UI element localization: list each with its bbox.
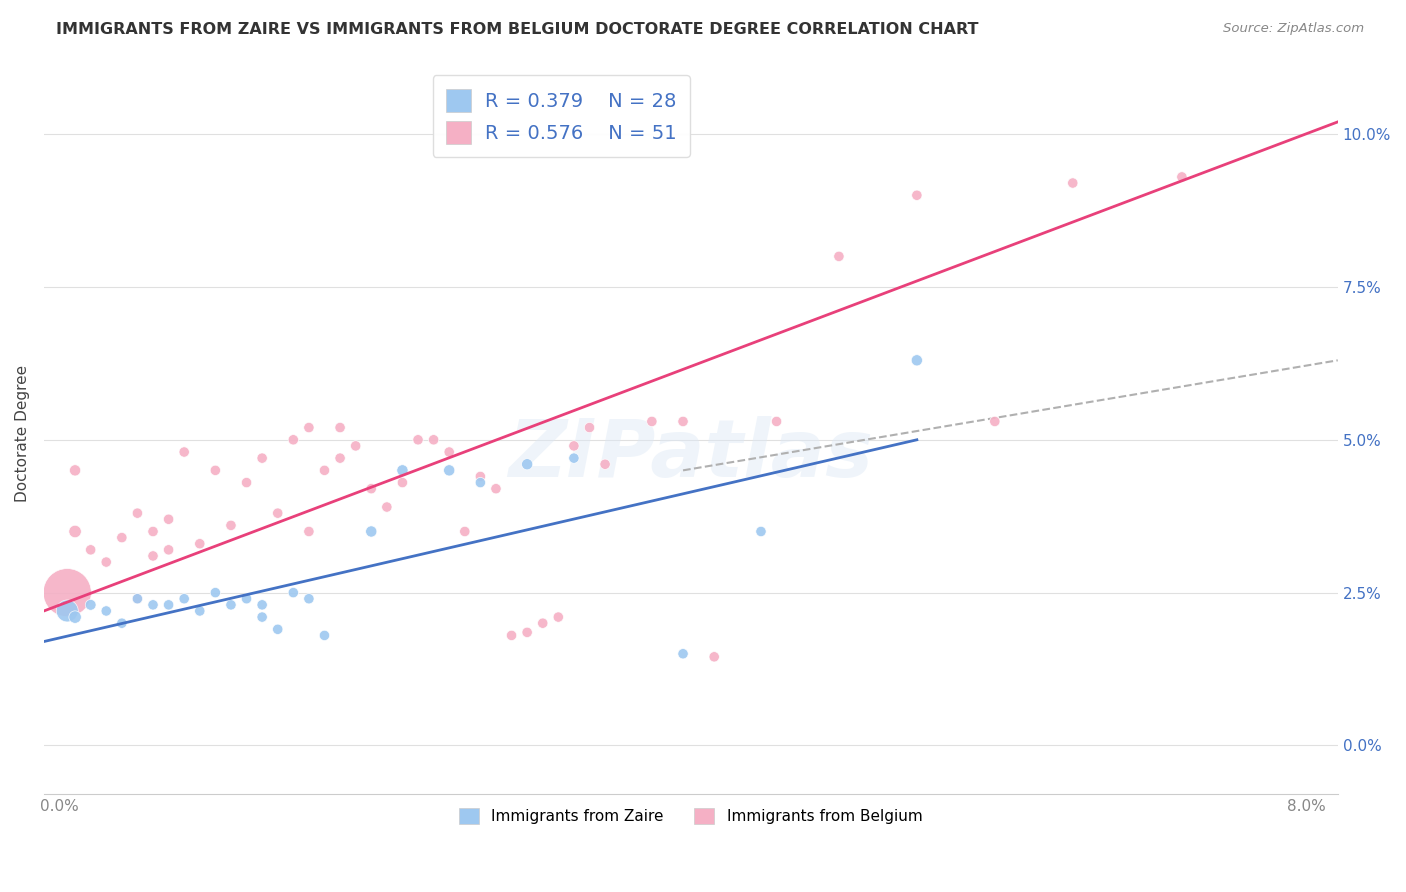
Point — [516, 457, 538, 471]
Point — [283, 585, 305, 599]
Point — [63, 610, 86, 624]
Point — [219, 518, 242, 533]
Text: ZIPatlas: ZIPatlas — [509, 417, 873, 494]
Point — [56, 585, 79, 599]
Point — [157, 542, 180, 557]
Point — [235, 475, 257, 490]
Point — [531, 616, 554, 631]
Point — [79, 542, 101, 557]
Point — [454, 524, 477, 539]
Point — [219, 598, 242, 612]
Point — [437, 445, 460, 459]
Point — [547, 610, 569, 624]
Point — [703, 649, 725, 664]
Point — [314, 463, 336, 477]
Point — [79, 598, 101, 612]
Y-axis label: Doctorate Degree: Doctorate Degree — [15, 365, 30, 502]
Point — [501, 628, 523, 642]
Point — [360, 482, 382, 496]
Point — [235, 591, 257, 606]
Point — [142, 598, 165, 612]
Point — [375, 500, 398, 514]
Point — [562, 439, 585, 453]
Point — [298, 420, 321, 434]
Point — [344, 439, 367, 453]
Point — [267, 506, 290, 520]
Point — [204, 463, 226, 477]
Legend: Immigrants from Zaire, Immigrants from Belgium: Immigrants from Zaire, Immigrants from B… — [453, 802, 928, 830]
Point — [360, 524, 382, 539]
Point — [314, 628, 336, 642]
Point — [593, 457, 616, 471]
Point — [188, 604, 211, 618]
Point — [298, 591, 321, 606]
Point — [516, 625, 538, 640]
Point — [111, 616, 134, 631]
Point — [578, 420, 600, 434]
Point — [470, 475, 492, 490]
Point — [173, 445, 195, 459]
Point — [142, 524, 165, 539]
Point — [283, 433, 305, 447]
Point — [765, 414, 787, 428]
Point — [96, 604, 118, 618]
Point — [905, 188, 928, 202]
Point — [905, 353, 928, 368]
Point — [250, 598, 273, 612]
Point — [672, 647, 695, 661]
Point — [984, 414, 1007, 428]
Text: IMMIGRANTS FROM ZAIRE VS IMMIGRANTS FROM BELGIUM DOCTORATE DEGREE CORRELATION CH: IMMIGRANTS FROM ZAIRE VS IMMIGRANTS FROM… — [56, 22, 979, 37]
Point — [641, 414, 664, 428]
Point — [562, 451, 585, 466]
Point — [63, 463, 86, 477]
Point — [828, 249, 851, 263]
Point — [437, 463, 460, 477]
Point — [188, 537, 211, 551]
Point — [204, 585, 226, 599]
Point — [157, 598, 180, 612]
Point — [422, 433, 444, 447]
Point — [391, 475, 413, 490]
Point — [672, 414, 695, 428]
Point — [391, 463, 413, 477]
Text: Source: ZipAtlas.com: Source: ZipAtlas.com — [1223, 22, 1364, 36]
Point — [63, 524, 86, 539]
Point — [470, 469, 492, 483]
Point — [267, 622, 290, 636]
Point — [111, 531, 134, 545]
Point — [157, 512, 180, 526]
Point — [127, 591, 149, 606]
Point — [127, 506, 149, 520]
Point — [485, 482, 508, 496]
Point — [96, 555, 118, 569]
Point — [56, 604, 79, 618]
Point — [329, 451, 352, 466]
Point — [329, 420, 352, 434]
Point — [1171, 169, 1194, 184]
Point — [127, 591, 149, 606]
Point — [250, 610, 273, 624]
Point — [406, 433, 429, 447]
Point — [142, 549, 165, 563]
Point — [250, 451, 273, 466]
Point — [749, 524, 772, 539]
Point — [173, 591, 195, 606]
Point — [1062, 176, 1084, 190]
Point — [298, 524, 321, 539]
